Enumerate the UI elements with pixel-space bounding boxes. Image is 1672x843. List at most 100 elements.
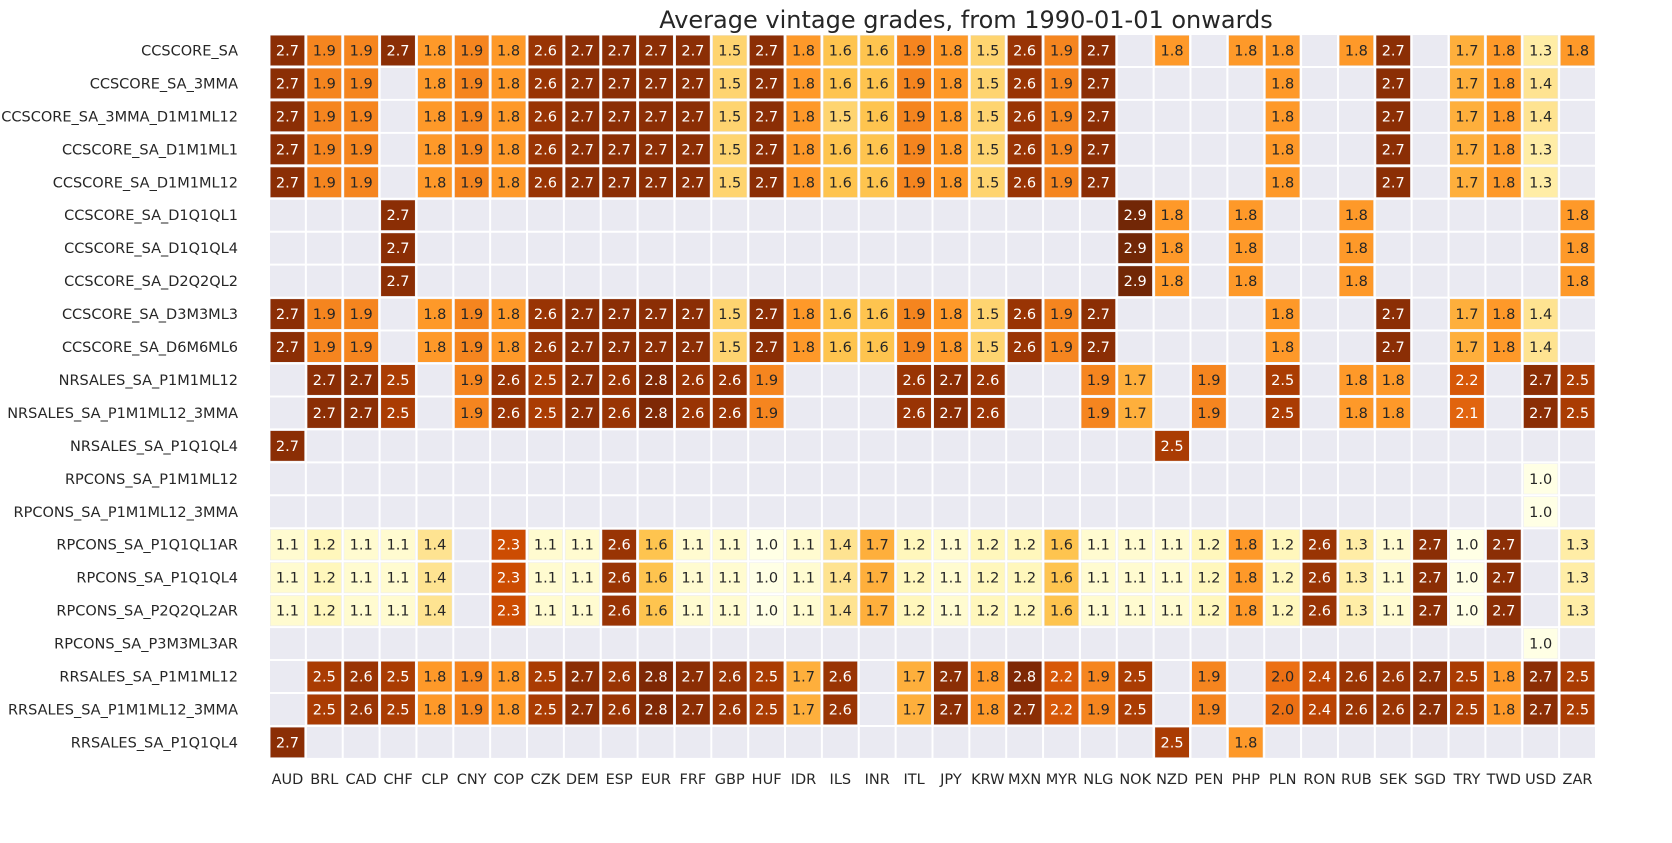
cell-value-label: 2.6 [1345, 702, 1368, 718]
heatmap-cell [1044, 562, 1079, 593]
cell-value-label: 1.3 [1566, 538, 1589, 554]
row-tick-label: NRSALES_SA_P1M1ML12_3MMA [7, 406, 238, 422]
heatmap-cell [1155, 529, 1189, 560]
heatmap-cell [1081, 101, 1116, 132]
heatmap-cell [1413, 595, 1448, 626]
heatmap-cell [565, 595, 600, 626]
heatmap-cell [712, 562, 747, 593]
row-tick-label: CCSCORE_SA_3MMA [90, 76, 238, 92]
cell-value-label: 1.7 [1455, 307, 1478, 323]
heatmap-cell [1376, 101, 1411, 132]
cell-value-label: 2.6 [1308, 604, 1331, 620]
cell-value-label: 1.7 [1124, 373, 1147, 389]
heatmap-cell [639, 595, 673, 626]
heatmap-cell [786, 694, 821, 725]
heatmap-cell [307, 332, 342, 362]
heatmap-cell [933, 694, 968, 725]
heatmap-cell [970, 397, 1005, 428]
cell-value-label: 2.5 [1455, 670, 1478, 686]
heatmap-cell [602, 68, 637, 99]
cell-value-label: 2.7 [1382, 43, 1405, 59]
cell-value-label: 1.8 [939, 340, 962, 356]
cell-value-label: 1.4 [829, 538, 852, 554]
heatmap-cell [565, 299, 600, 330]
heatmap-cell [860, 68, 895, 99]
cell-value-label: 1.8 [1161, 274, 1184, 290]
heatmap-cell [381, 266, 415, 297]
heatmap-cell [602, 694, 637, 725]
cell-value-label: 2.6 [497, 406, 520, 422]
heatmap-cell [1081, 562, 1116, 593]
heatmap-cell [897, 694, 931, 725]
cell-value-label: 2.7 [1419, 571, 1442, 587]
cell-value-label: 1.9 [1050, 175, 1073, 191]
cell-value-label: 1.5 [976, 109, 999, 125]
heatmap-cell [1560, 397, 1595, 428]
heatmap-cell [1339, 35, 1374, 66]
heatmap-cell [417, 595, 452, 626]
column-tick-label: TRY [1453, 772, 1481, 788]
cell-value-label: 2.7 [681, 142, 704, 158]
heatmap-cell [270, 529, 305, 560]
heatmap-cell [1486, 299, 1521, 330]
heatmap-cell [1339, 694, 1374, 725]
cell-value-label: 1.6 [866, 175, 889, 191]
heatmap-cell [344, 299, 379, 330]
heatmap-cell [1081, 299, 1116, 330]
heatmap-cell [602, 332, 637, 362]
row-tick-label: RPCONS_SA_P1M1ML12 [65, 472, 238, 488]
heatmap-cell [1044, 167, 1079, 198]
heatmap-cell [565, 101, 600, 132]
heatmap-cell [1228, 35, 1263, 66]
heatmap-cell [1450, 167, 1484, 198]
heatmap-cell [528, 397, 563, 428]
cell-value-label: 1.7 [1455, 76, 1478, 92]
cell-value-label: 2.6 [1013, 142, 1036, 158]
heatmap-cell [528, 562, 563, 593]
cell-value-label: 2.7 [755, 175, 778, 191]
row-tick-label: NRSALES_SA_P1M1ML12 [59, 373, 238, 389]
heatmap-cell [1486, 134, 1521, 165]
row-labels: CCSCORE_SA CCSCORE_SA_3MMA CCSCORE_SA_3MMA… [1, 43, 238, 751]
cell-value-label: 1.8 [1566, 274, 1589, 290]
cell-value-label: 1.8 [423, 175, 446, 191]
heatmap-cell [675, 101, 710, 132]
row-tick-label: CCSCORE_SA_D1Q1QL4 [64, 241, 238, 257]
cell-value-label: 1.0 [1455, 538, 1478, 554]
heatmap-cell [307, 661, 342, 692]
cell-value-label: 2.7 [386, 274, 409, 290]
heatmap-cell [970, 529, 1005, 560]
heatmap-cell [1523, 365, 1558, 395]
heatmap-cell [417, 332, 452, 362]
heatmap-cell [454, 35, 489, 66]
cell-value-label: 1.8 [939, 142, 962, 158]
heatmap-cell [565, 529, 600, 560]
cell-value-label: 1.1 [681, 604, 704, 620]
heatmap-cell [970, 299, 1005, 330]
heatmap-cell [528, 299, 563, 330]
cell-value-label: 1.3 [1566, 571, 1589, 587]
heatmap-cell [454, 299, 489, 330]
column-tick-label: ITL [903, 772, 924, 788]
cell-value-label: 1.8 [1492, 142, 1515, 158]
heatmap-cell [1118, 529, 1153, 560]
cell-value-label: 1.6 [866, 340, 889, 356]
cell-value-label: 1.8 [1492, 670, 1515, 686]
cell-value-label: 1.8 [423, 142, 446, 158]
heatmap-cell [381, 233, 415, 264]
cell-value-label: 2.7 [313, 373, 336, 389]
column-tick-label: KRW [971, 772, 1004, 788]
cell-value-label: 2.7 [386, 241, 409, 257]
cell-value-label: 1.8 [423, 340, 446, 356]
cell-value-label: 1.5 [718, 76, 741, 92]
heatmap-cell [1007, 134, 1042, 165]
cell-value-label: 2.7 [1382, 340, 1405, 356]
cell-value-label: 1.8 [1345, 241, 1368, 257]
cell-value-label: 1.4 [423, 571, 446, 587]
cell-value-label: 1.8 [1271, 340, 1294, 356]
heatmap-cell [712, 595, 747, 626]
heatmap-cell [933, 365, 968, 395]
cell-value-label: 1.9 [903, 76, 926, 92]
heatmap-cell [1376, 562, 1411, 593]
cell-value-label: 1.1 [1124, 538, 1147, 554]
